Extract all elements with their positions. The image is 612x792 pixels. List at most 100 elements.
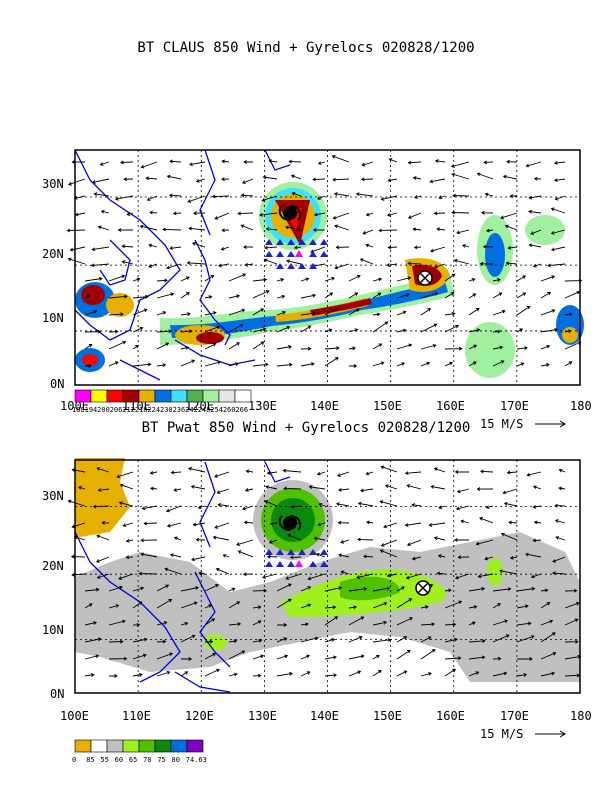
wind-arrow bbox=[140, 538, 158, 543]
wind-arrow bbox=[492, 309, 506, 316]
wind-arrow bbox=[396, 649, 411, 660]
wind-arrow bbox=[492, 656, 502, 661]
wind-arrow bbox=[483, 160, 494, 165]
panel2-xtick: 100E bbox=[60, 709, 89, 723]
wind-arrow bbox=[252, 290, 270, 299]
wind-arrow bbox=[236, 539, 254, 547]
wind-arrow bbox=[181, 657, 193, 661]
wind-arrow bbox=[451, 172, 470, 180]
wind-arrow bbox=[420, 636, 432, 643]
wind-arrow bbox=[360, 177, 374, 182]
wind-arrow bbox=[479, 261, 494, 266]
wind-arrow bbox=[243, 160, 253, 164]
wind-arrow bbox=[324, 616, 339, 626]
wind-arrow bbox=[338, 553, 350, 558]
colorbar-label: 266 bbox=[235, 406, 248, 414]
wind-arrow bbox=[228, 587, 236, 592]
wind-arrow bbox=[268, 539, 278, 544]
wind-arrow bbox=[372, 601, 388, 609]
wind-arrow bbox=[396, 617, 413, 626]
wind-arrow bbox=[108, 604, 120, 609]
colorbar-swatch bbox=[74, 739, 92, 753]
wind-arrow bbox=[132, 277, 141, 282]
wind-arrow bbox=[264, 500, 278, 507]
wind-arrow bbox=[266, 471, 278, 475]
wind-arrow bbox=[252, 588, 268, 593]
wind-arrow bbox=[293, 245, 302, 250]
wind-arrow bbox=[551, 571, 566, 576]
wind-arrow bbox=[132, 601, 143, 609]
wind-arrow bbox=[108, 639, 124, 644]
wind-arrow bbox=[73, 535, 86, 541]
wind-arrow bbox=[452, 193, 470, 198]
wind-arrow bbox=[348, 654, 365, 660]
wind-arrow bbox=[313, 536, 326, 541]
wind-arrow bbox=[252, 277, 268, 282]
wind-arrow bbox=[396, 636, 408, 643]
wind-arrow bbox=[532, 263, 542, 268]
wind-arrow bbox=[500, 212, 518, 220]
wind-arrow bbox=[218, 263, 230, 268]
wind-arrow bbox=[516, 657, 533, 661]
wind-arrow bbox=[170, 470, 182, 475]
wind-arrow bbox=[132, 637, 148, 643]
colorbar-label: 55 bbox=[100, 756, 108, 764]
wind-arrow bbox=[71, 522, 86, 529]
wind-arrow bbox=[95, 556, 110, 563]
wind-arrow bbox=[204, 295, 213, 299]
wind-arrow bbox=[204, 604, 213, 609]
wind-arrow bbox=[132, 294, 149, 299]
wind-arrow bbox=[540, 619, 554, 626]
colorbar-label: 218 bbox=[135, 406, 148, 414]
wind-arrow bbox=[149, 210, 158, 215]
wind-arrow bbox=[291, 192, 302, 197]
wind-arrow bbox=[468, 307, 480, 316]
wind-arrow bbox=[287, 533, 302, 541]
wind-arrow bbox=[552, 556, 566, 563]
wind-arrow bbox=[300, 586, 312, 592]
wind-arrow bbox=[332, 177, 350, 182]
wind-arrow bbox=[324, 655, 337, 660]
wind-arrow bbox=[276, 277, 285, 282]
wind-arrow bbox=[132, 362, 152, 367]
wind-arrow bbox=[336, 471, 350, 477]
wind-arrow bbox=[379, 549, 398, 558]
wind-arrow bbox=[348, 292, 359, 299]
wind-arrow bbox=[462, 244, 470, 248]
wind-arrow bbox=[140, 552, 158, 558]
wind-arrow bbox=[380, 465, 398, 473]
wind-arrow bbox=[156, 584, 170, 592]
wind-arrow bbox=[550, 246, 566, 252]
wind-arrow bbox=[70, 554, 86, 559]
wind-arrow bbox=[237, 550, 254, 558]
wind-arrow bbox=[348, 586, 368, 592]
wind-arrow bbox=[97, 488, 110, 493]
wind-arrow bbox=[540, 588, 549, 593]
wind-arrow bbox=[396, 598, 413, 609]
wind-arrow bbox=[528, 209, 542, 214]
colorbar-label: 65 bbox=[129, 756, 137, 764]
wind-arrow bbox=[84, 329, 102, 334]
wind-arrow bbox=[540, 671, 556, 677]
colorbar-label: 74.63 bbox=[186, 756, 207, 764]
wind-arrow bbox=[324, 357, 339, 367]
wind-arrow bbox=[407, 212, 422, 219]
panel1-xtick: 120E bbox=[185, 399, 214, 413]
wind-arrow bbox=[324, 638, 336, 643]
wind-arrow bbox=[189, 161, 206, 167]
wind-arrow bbox=[108, 656, 128, 661]
colorbar-label: 230 bbox=[160, 406, 173, 414]
wind-arrow bbox=[372, 292, 382, 299]
colorbar-label: 200 bbox=[97, 406, 110, 414]
wind-arrow bbox=[540, 632, 556, 643]
wind-arrow bbox=[340, 570, 350, 575]
wind-arrow bbox=[386, 212, 398, 217]
wind-arrow bbox=[338, 487, 350, 492]
wind-arrow bbox=[516, 604, 529, 609]
wind-arrow bbox=[502, 174, 518, 180]
wind-arrow bbox=[71, 572, 86, 577]
wind-arrow bbox=[554, 503, 566, 508]
wind-arrow bbox=[262, 573, 278, 579]
wind-arrow bbox=[348, 346, 356, 351]
wind-arrow bbox=[359, 258, 374, 265]
